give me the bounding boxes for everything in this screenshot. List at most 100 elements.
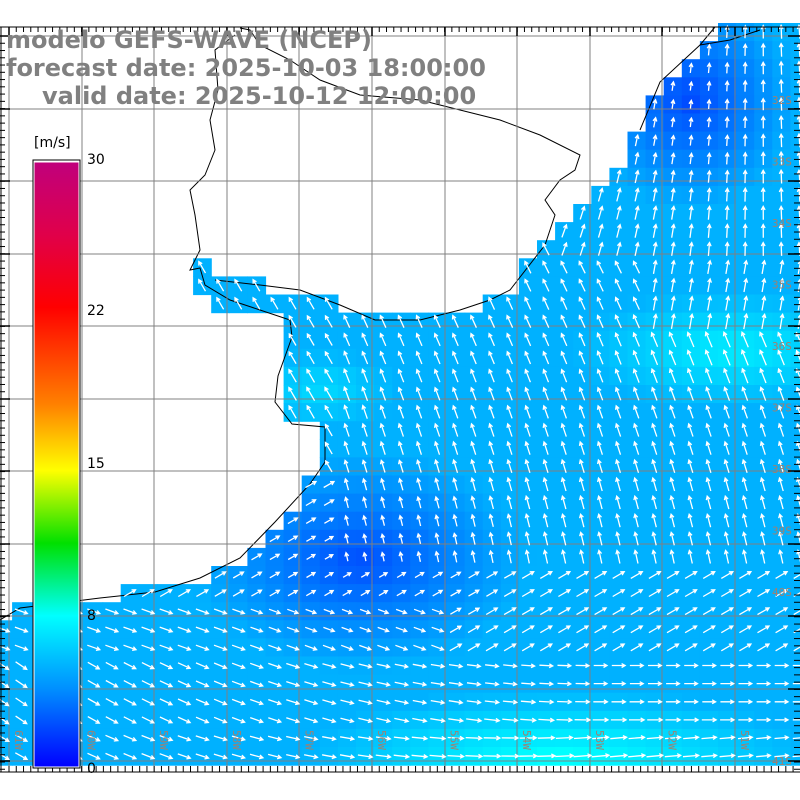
wind-arrow: [561, 241, 568, 256]
wind-arrow: [761, 312, 767, 330]
wind-arrow: [506, 332, 514, 347]
speed-cell: [0, 692, 13, 712]
colorbar-tick-8: 8: [87, 608, 96, 624]
wind-arrow: [628, 735, 646, 741]
wind-arrow: [743, 312, 749, 330]
wind-arrow: [629, 663, 645, 669]
wind-arrow: [756, 717, 772, 723]
wind-arrow: [724, 80, 730, 92]
wind-arrow: [632, 386, 640, 401]
wind-arrow: [123, 661, 137, 670]
wind-arrow: [575, 699, 591, 705]
wind-arrow: [506, 350, 514, 365]
wind-arrow: [741, 440, 748, 455]
wind-arrow: [323, 480, 336, 489]
wind-arrow: [433, 368, 441, 383]
wind-arrow: [305, 608, 318, 615]
wind-arrow: [632, 313, 640, 329]
wind-arrow: [213, 735, 228, 742]
wind-arrow: [87, 752, 101, 760]
wind-arrow: [756, 735, 772, 741]
wind-arrow: [451, 314, 459, 328]
wind-arrow: [576, 589, 590, 598]
wind-arrow: [596, 458, 603, 473]
wind-arrow: [268, 626, 282, 633]
wind-arrow: [560, 350, 568, 365]
wind-arrow: [520, 717, 537, 723]
wind-arrow: [688, 277, 694, 293]
wind-arrow: [413, 608, 426, 615]
wind-arrow: [306, 404, 315, 419]
wind-arrow: [742, 151, 748, 165]
wind-arrow: [141, 644, 156, 651]
wind-arrow: [725, 259, 731, 275]
wind-arrow: [360, 572, 371, 578]
speed-cell: [0, 710, 13, 730]
wind-arrow: [702, 699, 717, 705]
wind-arrow: [357, 754, 374, 760]
wind-arrow: [777, 367, 785, 384]
wind-arrow: [195, 680, 210, 688]
wind-arrow: [778, 494, 784, 510]
wind-arrow: [123, 608, 138, 615]
wind-arrow: [343, 332, 351, 347]
wind-arrow: [524, 278, 532, 292]
wind-arrow: [488, 440, 495, 455]
colorbar-tick-15: 15: [87, 456, 105, 472]
wind-arrow: [195, 608, 210, 615]
wind-arrow: [397, 350, 405, 365]
wind-arrow: [470, 495, 476, 509]
lat-label: 39S: [772, 525, 792, 538]
wind-arrow: [669, 549, 675, 564]
wind-arrow: [397, 386, 405, 401]
lat-label: 36S: [772, 340, 792, 353]
wind-arrow: [270, 296, 279, 310]
wind-arrow: [430, 681, 446, 687]
wind-arrow: [324, 350, 333, 365]
speed-cell: [790, 547, 800, 567]
wind-arrow: [723, 422, 730, 437]
wind-arrow: [612, 643, 626, 652]
wind-arrow: [323, 608, 336, 615]
wind-arrow: [742, 186, 748, 202]
wind-arrow: [560, 422, 567, 437]
wind-arrow: [761, 277, 767, 293]
wind-arrow: [343, 440, 350, 455]
wind-arrow: [324, 517, 335, 524]
wind-arrow: [579, 241, 586, 256]
wind-arrow: [593, 699, 609, 705]
lat-label: 40S: [772, 586, 792, 599]
wind-arrow: [634, 133, 640, 147]
wind-arrow: [648, 607, 662, 616]
wind-arrow: [634, 169, 640, 184]
wind-arrow: [415, 404, 423, 419]
wind-arrow: [759, 422, 767, 437]
wind-arrow: [720, 681, 736, 687]
wind-arrow: [268, 680, 283, 688]
wind-arrow: [757, 571, 771, 579]
wind-arrow: [633, 440, 640, 455]
wind-arrow: [792, 719, 800, 721]
wind-arrow: [792, 755, 800, 758]
wind-arrow: [324, 572, 335, 578]
wind-arrow: [556, 717, 574, 723]
wind-arrow: [484, 717, 501, 723]
wind-arrow: [415, 386, 423, 401]
wind-arrow: [724, 241, 730, 256]
wind-arrow: [668, 349, 677, 366]
wind-arrow: [322, 663, 337, 669]
wind-arrow: [670, 295, 676, 311]
wind-arrow: [614, 260, 622, 274]
wind-arrow: [669, 458, 676, 473]
wind-arrow: [739, 589, 753, 598]
wind-arrow: [741, 367, 749, 384]
wind-arrow: [397, 368, 405, 383]
wind-arrow: [524, 404, 531, 419]
wind-arrow: [592, 735, 610, 741]
wind-arrow: [723, 494, 730, 510]
wind-arrow: [287, 553, 299, 561]
wind-arrow: [343, 422, 350, 437]
wind-arrow: [560, 476, 567, 492]
wind-arrow: [450, 589, 462, 597]
map-frame: [0, 26, 800, 773]
